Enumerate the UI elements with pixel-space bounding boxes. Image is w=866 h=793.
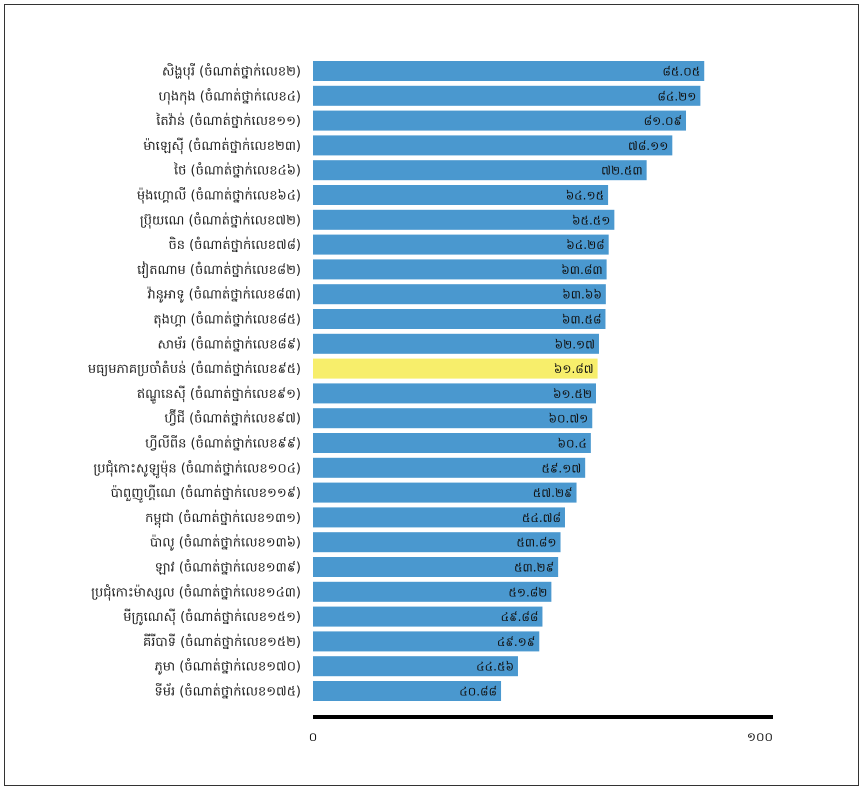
- bar: [313, 606, 543, 627]
- x-tick-label: ០: [309, 730, 318, 744]
- category-label: សិង្ហបុរី (ចំណាត់ថ្នាក់លេខ២): [162, 63, 301, 81]
- category-label: វៀតណាម (ចំណាត់ថ្នាក់លេខ៨២): [137, 261, 301, 279]
- value-label: ៥៣.២៩: [514, 561, 554, 575]
- category-label: ឥណ្ឌូនេស៊ី (ចំណាត់ថ្នាក់លេខ៩១): [137, 385, 301, 404]
- bar: [313, 631, 540, 652]
- category-label: ម៉ាឡេស៊ី (ចំណាត់ថ្នាក់លេខ២៣): [143, 137, 301, 155]
- category-label: តៃវ៉ាន់ (ចំណាត់ថ្នាក់លេខ១១): [155, 112, 301, 129]
- category-label: តុងហ្គា (ចំណាត់ថ្នាក់លេខ៨៥): [153, 311, 301, 329]
- bar: [313, 259, 607, 280]
- bar: [313, 557, 559, 577]
- bar-highlight: [313, 358, 598, 379]
- category-label: ហុងកុង (ចំណាត់ថ្នាក់លេខ៤): [159, 87, 302, 105]
- bar: [313, 333, 599, 354]
- bar: [313, 284, 606, 305]
- value-label: ៥១.៨២: [508, 585, 547, 599]
- category-label: ប្រជុំកោះសូឡូម៉ុន (ចំណាត់ថ្នាក់លេខ១០៤): [93, 459, 301, 478]
- category-label: កម្ពុជា (ចំណាត់ថ្នាក់លេខ១៣១): [145, 509, 301, 528]
- bar: [313, 160, 647, 181]
- value-label: ៦០.៤: [558, 437, 587, 451]
- value-label: ៦៥.៥១: [572, 213, 610, 227]
- category-label: ឡាវ (ចំណាត់ថ្នាក់លេខ១៣៩): [155, 559, 301, 576]
- bar: [313, 656, 518, 677]
- bar: [313, 135, 673, 156]
- bar: [313, 61, 705, 81]
- bar: [313, 383, 596, 404]
- bar: [313, 681, 502, 701]
- category-label: ប៉ាពួញូហ្គីណេ (ចំណាត់ថ្នាក់លេខ១១៩): [111, 484, 301, 503]
- value-label: ៦០.៧១: [549, 412, 589, 426]
- value-label: ៥៩.១៧: [541, 461, 581, 475]
- value-label: ៤០.៨៨: [459, 685, 497, 699]
- bar: [313, 185, 609, 205]
- value-label: ៦៣.៦៦: [562, 288, 602, 302]
- category-label: ប្រ៊ុយណេ (ចំណាត់ថ្នាក់លេខ៧២): [140, 211, 301, 229]
- bar: [313, 110, 687, 131]
- bar: [313, 457, 586, 478]
- bar: [313, 482, 577, 503]
- category-label: ហ្វីលីពីន (ចំណាត់ថ្នាក់លេខ៩៩): [145, 435, 301, 452]
- value-label: ៥៧.២៩: [533, 486, 573, 500]
- category-label: ភូមា (ចំណាត់ថ្នាក់លេខ១៧០): [155, 658, 302, 676]
- value-label: ៤៩.៨៨: [501, 610, 539, 624]
- category-label: មធ្យមភាគប្រចាំតំបន់ (ចំណាត់ថ្នាក់លេខ៩៥): [88, 360, 301, 377]
- value-label: ៦១.៨៧: [554, 362, 594, 376]
- value-label: ៨៤.២១: [657, 89, 696, 103]
- bar: [313, 408, 593, 429]
- value-label: ៤៤.៥៦: [476, 660, 514, 674]
- bar: [313, 433, 591, 453]
- category-label: គីរីបាទី (ចំណាត់ថ្នាក់លេខ១៥២): [143, 633, 301, 650]
- category-label: សាម័រ (ចំណាត់ថ្នាក់លេខ៨៩): [158, 335, 301, 352]
- bar: [313, 234, 609, 255]
- value-label: ៦៣.៨៣: [561, 263, 602, 277]
- bar: [313, 309, 606, 329]
- value-label: ៨៥.០៥: [662, 65, 700, 79]
- category-label: ថៃ (ចំណាត់ថ្នាក់លេខ៤៦): [173, 162, 301, 179]
- value-label: ៨១.០៩: [644, 114, 682, 128]
- value-label: ៤៩.១៩: [497, 635, 535, 649]
- value-label: ៦៤.១៥: [566, 189, 604, 203]
- bar: [313, 85, 701, 106]
- value-label: ៦២.១៧: [555, 337, 595, 351]
- category-label: ម៉ុងហ្គោលី (ចំណាត់ថ្នាក់លេខ៦៤): [137, 187, 301, 205]
- category-label: ចិន (ចំណាត់ថ្នាក់លេខ៧៨): [168, 236, 301, 253]
- category-label: មីក្រូណេស៊ី (ចំណាត់ថ្នាក់លេខ១៥១): [123, 608, 301, 626]
- category-label: ប៉ាលូ (ចំណាត់ថ្នាក់លេខ១៣៦): [150, 534, 301, 552]
- x-tick-label: ១០០: [747, 730, 773, 744]
- bar: [313, 209, 615, 230]
- value-label: ៦៤.២៨: [566, 238, 604, 252]
- value-label: ៧៨.១១: [628, 139, 668, 153]
- category-label: ប្រជុំកោះម៉ាស្សល (ចំណាត់ថ្នាក់លេខ១៤៣): [91, 583, 301, 601]
- category-label: ហ្វ៊ីជី (ចំណាត់ថ្នាក់លេខ៩៧): [164, 409, 301, 427]
- value-label: ៥៤.៧៨: [522, 511, 561, 525]
- bar: [313, 507, 565, 528]
- value-label: ៦៣.៥៨: [562, 313, 602, 327]
- bar: [313, 581, 552, 602]
- bar: [313, 532, 561, 553]
- category-label: វ៉ានូអាទូ (ចំណាត់ថ្នាក់លេខ៨៣): [147, 286, 301, 304]
- category-label: ទីម័រ (ចំណាត់ថ្នាក់លេខ១៧៥): [155, 683, 302, 700]
- value-label: ៧២.៥៣: [601, 164, 643, 178]
- value-label: ៦១.៥២: [553, 387, 592, 401]
- value-label: ៥៣.៨១: [516, 536, 556, 550]
